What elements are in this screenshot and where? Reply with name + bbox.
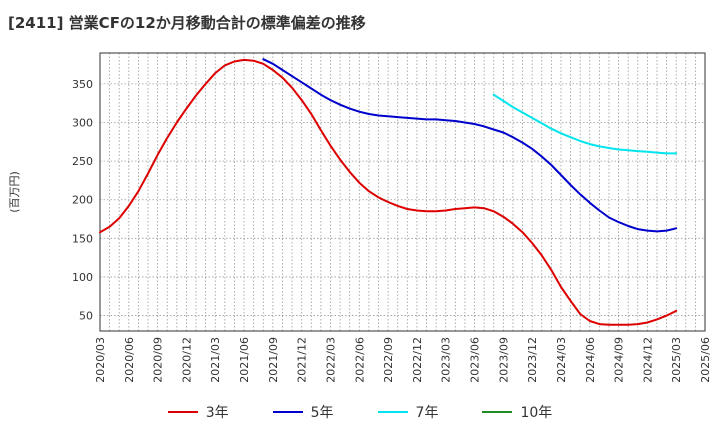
x-tick-label: 2023/06 xyxy=(469,337,482,383)
legend-label: 7年 xyxy=(415,405,439,421)
legend-item: 10年 xyxy=(482,402,552,422)
legend-swatch xyxy=(167,411,198,413)
y-tick-label: 150 xyxy=(72,232,93,245)
tick-labels: 2020/03 2020/06 2020/09 2020/12 2021/03 2021/… xyxy=(8,78,712,383)
x-tick-label: 2022/09 xyxy=(382,337,395,383)
legend: 3年 5年 7年 10年 xyxy=(0,402,720,422)
legend-swatch xyxy=(482,411,513,413)
y-tick-label: 250 xyxy=(72,155,93,168)
y-tick-label: 350 xyxy=(72,78,93,91)
series-line-7年 xyxy=(492,93,678,155)
legend-label: 5年 xyxy=(310,405,334,421)
x-tick-label: 2024/06 xyxy=(584,337,597,383)
y-axis-title: (百万円) xyxy=(8,171,21,213)
x-tick-label: 2022/12 xyxy=(411,337,424,383)
axes xyxy=(99,52,706,332)
plot-frame xyxy=(99,52,706,332)
x-tick-label: 2020/09 xyxy=(152,337,165,383)
x-tick-label: 2021/03 xyxy=(209,337,222,383)
grid xyxy=(99,53,706,331)
legend-item: 5年 xyxy=(272,402,334,422)
legend-label: 10年 xyxy=(520,405,553,421)
x-tick-label: 2022/06 xyxy=(353,337,366,383)
legend-swatch xyxy=(272,411,303,413)
x-tick-label: 2022/03 xyxy=(324,337,337,383)
series-lines xyxy=(99,58,678,326)
x-tick-label: 2025/03 xyxy=(670,337,683,383)
x-tick-label: 2024/03 xyxy=(555,337,568,383)
x-tick-label: 2021/09 xyxy=(267,337,280,383)
x-tick-label: 2024/09 xyxy=(613,337,626,383)
legend-item: 7年 xyxy=(377,402,439,422)
x-tick-label: 2021/06 xyxy=(238,337,251,383)
x-tick-label: 2025/06 xyxy=(699,337,712,383)
x-tick-label: 2023/09 xyxy=(497,337,510,383)
y-tick-label: 100 xyxy=(72,271,93,284)
chart-title: [2411] 営業CFの12か月移動合計の標準偏差の推移 xyxy=(8,14,366,32)
series-line-5年 xyxy=(262,58,678,233)
legend-swatch xyxy=(377,411,408,413)
legend-label: 3年 xyxy=(205,405,229,421)
x-tick-label: 2023/12 xyxy=(526,337,539,383)
y-tick-label: 50 xyxy=(79,310,93,323)
legend-item: 3年 xyxy=(167,402,229,422)
x-tick-label: 2020/12 xyxy=(180,337,193,383)
y-tick-label: 200 xyxy=(72,194,93,207)
y-tick-label: 300 xyxy=(72,117,93,130)
x-tick-label: 2021/12 xyxy=(296,337,309,383)
x-tick-label: 2023/03 xyxy=(440,337,453,383)
x-tick-label: 2020/03 xyxy=(94,337,107,383)
x-tick-label: 2020/06 xyxy=(123,337,136,383)
series-line-3年 xyxy=(99,58,678,326)
x-tick-label: 2024/12 xyxy=(641,337,654,383)
